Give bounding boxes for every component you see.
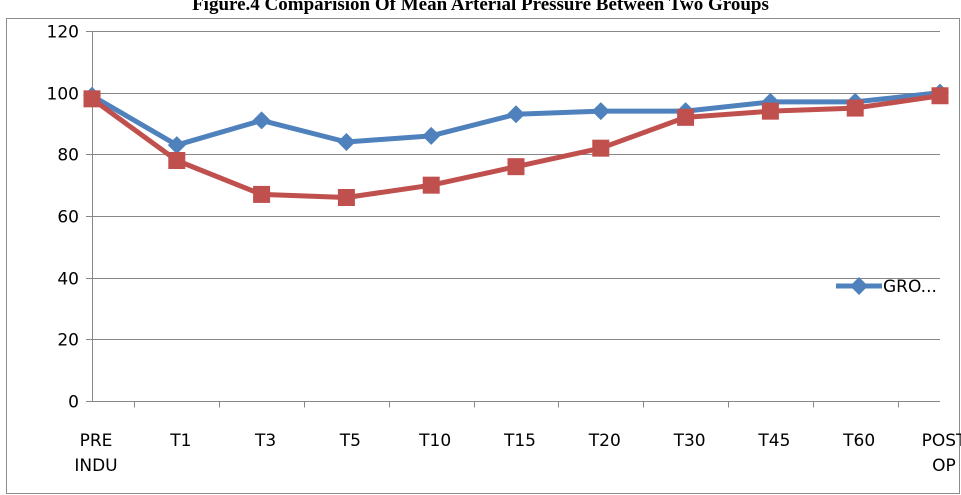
x-tick-label: T60 <box>842 431 875 451</box>
y-tick-label: 20 <box>57 331 79 351</box>
series-2 <box>83 87 949 206</box>
data-point <box>422 176 440 194</box>
data-point <box>252 111 271 130</box>
y-tick-label: 60 <box>57 208 79 228</box>
x-tick-label: PRE <box>80 431 113 451</box>
gridlines <box>92 31 940 340</box>
legend-label: GRO... <box>883 277 937 297</box>
legend-marker <box>850 277 868 295</box>
data-point <box>337 189 355 206</box>
data-point <box>846 99 864 117</box>
data-point <box>591 102 610 121</box>
data-point <box>168 152 186 169</box>
series-group <box>83 83 949 206</box>
x-tick-label: T30 <box>673 431 706 451</box>
data-point <box>931 87 949 105</box>
data-point <box>253 185 271 203</box>
y-tick-label: 40 <box>57 270 79 290</box>
x-tick-label: OP <box>932 456 956 476</box>
x-tick-label: T1 <box>169 431 191 451</box>
data-point <box>592 139 610 157</box>
data-point <box>337 133 356 151</box>
series-1 <box>83 83 949 155</box>
data-point <box>83 90 101 108</box>
data-point <box>507 158 525 176</box>
axes <box>86 31 940 408</box>
legend: GRO... <box>836 277 937 297</box>
y-tick-label: 100 <box>47 85 79 105</box>
data-point <box>167 136 186 155</box>
x-tick-label: T3 <box>254 431 276 451</box>
x-axis-tick-labels: PRE INDU T1 T3 T5 T10 T15 T20 T30 T45 T60 POST OP <box>74 431 961 476</box>
x-tick-label: POST <box>922 431 961 451</box>
y-tick-label: 0 <box>68 393 79 413</box>
y-axis-tick-labels: 0 20 40 60 80 100 120 <box>47 23 79 413</box>
y-tick-label: 120 <box>47 23 79 43</box>
chart-border <box>6 18 960 494</box>
x-tick-label: T10 <box>418 431 451 451</box>
x-tick-label: INDU <box>74 456 117 476</box>
data-point <box>507 105 525 124</box>
y-tick-label: 80 <box>57 146 79 166</box>
x-tick-label: T15 <box>503 431 536 451</box>
x-tick-label: T20 <box>588 431 621 451</box>
data-point <box>677 108 695 126</box>
data-point <box>422 126 441 145</box>
chart-title: Figure.4 Comparision Of Mean Arterial Pr… <box>192 0 769 15</box>
x-tick-label: T45 <box>757 431 790 451</box>
data-point <box>761 102 779 120</box>
x-tick-label: T5 <box>339 431 361 451</box>
